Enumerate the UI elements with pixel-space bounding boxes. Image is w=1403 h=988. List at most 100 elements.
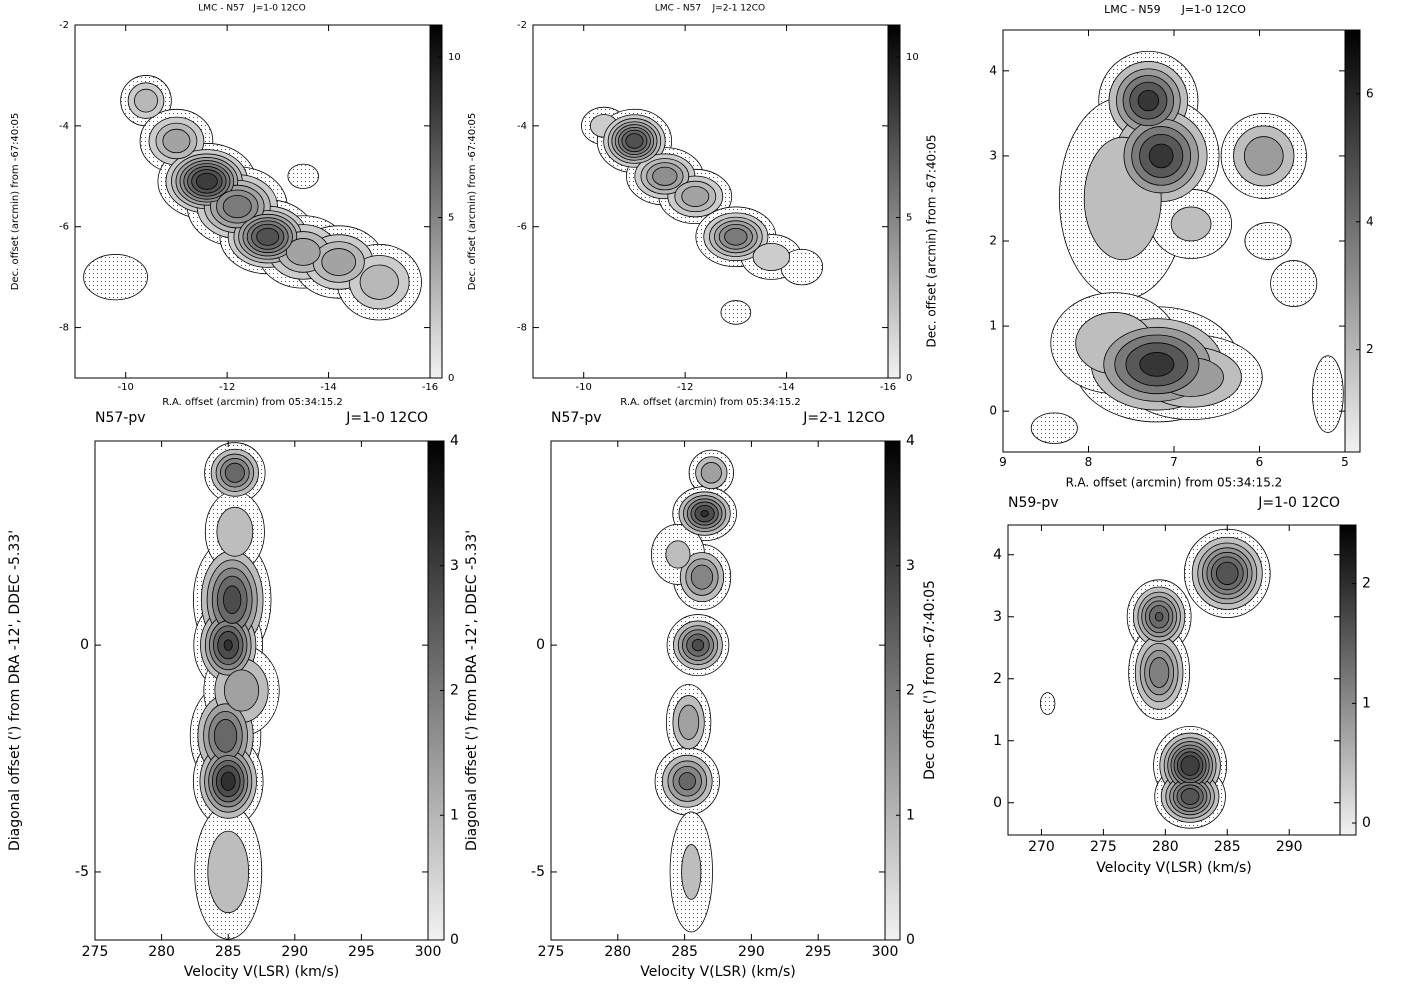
- chart-subtitle: J=1-0 12CO: [1257, 495, 1340, 511]
- y-axis-label: Dec. offset (arcmin) from -67:40:05: [925, 134, 939, 347]
- cbar-tick-label: 2: [906, 683, 915, 699]
- x-tick-label: 8: [1085, 455, 1093, 469]
- contour: [690, 564, 714, 590]
- contour: [652, 166, 678, 186]
- y-tick-label: 0: [993, 795, 1002, 811]
- cbar-tick-label: 4: [1366, 214, 1374, 228]
- contour: [720, 300, 752, 325]
- x-tick-label: -14: [778, 382, 794, 393]
- x-tick-label: -16: [422, 382, 438, 393]
- chart-title: N57-pv: [551, 410, 602, 426]
- cbar-tick-label: 3: [906, 558, 915, 574]
- contour: [678, 704, 700, 740]
- x-axis-label: Velocity V(LSR) (km/s): [184, 964, 339, 980]
- chart-title: LMC - N57 J=2-1 12CO: [655, 4, 765, 14]
- chart-title: N59-pv: [1008, 495, 1059, 511]
- x-tick-label: 290: [1276, 839, 1303, 855]
- contour: [1154, 611, 1164, 622]
- contour: [1244, 222, 1292, 260]
- plot-area: [83, 75, 422, 321]
- x-tick-label: -12: [219, 382, 235, 393]
- x-tick-label: 290: [738, 944, 765, 960]
- chart-subtitle: J=1-0 12CO: [345, 410, 428, 426]
- x-tick-label: -14: [320, 382, 336, 393]
- cbar-tick-label: 2: [450, 683, 459, 699]
- colorbar: [887, 24, 901, 379]
- contour: [1312, 355, 1344, 433]
- y-tick-label: 0: [989, 404, 997, 418]
- contour: [1030, 412, 1078, 444]
- contour: [285, 238, 321, 266]
- contour: [1180, 788, 1200, 805]
- x-tick-label: 300: [872, 944, 899, 960]
- contour: [1039, 692, 1056, 715]
- y-tick-label: -4: [59, 121, 69, 132]
- cbar-tick-label: 0: [906, 373, 912, 384]
- y-axis-label: Diagonal offset (') from DRA -12', DDEC …: [464, 530, 480, 851]
- plot-area: [581, 106, 824, 325]
- y-tick-label: 2: [993, 671, 1002, 687]
- x-tick-label: -10: [118, 382, 134, 393]
- contour: [691, 639, 705, 652]
- cbar-tick-label: 4: [906, 433, 915, 449]
- x-tick-label: 285: [1214, 839, 1241, 855]
- x-axis-label: Velocity V(LSR) (km/s): [640, 964, 795, 980]
- contour: [83, 254, 148, 301]
- y-tick-label: -8: [517, 323, 527, 334]
- y-tick-label: 2: [989, 234, 997, 248]
- contour: [724, 227, 748, 246]
- x-tick-label: 280: [1152, 839, 1179, 855]
- contour: [700, 509, 709, 518]
- contour: [195, 172, 218, 190]
- x-tick-label: 270: [1028, 839, 1055, 855]
- contour: [1137, 90, 1160, 112]
- contour: [1270, 260, 1318, 307]
- chart-subtitle: J=2-1 12CO: [802, 410, 885, 426]
- y-axis-label: Dec. offset (arcmin) from -67:40:05: [467, 113, 478, 291]
- cbar-tick-label: 1: [450, 807, 459, 823]
- chart-title: N57-pv: [95, 410, 146, 426]
- x-axis-label: Velocity V(LSR) (km/s): [1096, 860, 1251, 876]
- colorbar: [1339, 524, 1357, 836]
- plot-area: [1039, 528, 1271, 829]
- cbar-tick-label: 0: [450, 932, 459, 948]
- x-axis-label: R.A. offset (arcmin) from 05:34:15.2: [620, 397, 801, 408]
- contour: [207, 830, 249, 914]
- y-tick-label: 3: [993, 609, 1002, 625]
- contour: [223, 669, 260, 712]
- contour: [216, 506, 254, 557]
- contour: [224, 462, 245, 483]
- chart-title: LMC - N59 J=1-0 12CO: [1104, 3, 1246, 16]
- x-tick-label: 7: [1170, 455, 1178, 469]
- x-tick-label: -16: [880, 382, 896, 393]
- contour: [287, 163, 319, 189]
- cbar-tick-label: 0: [1362, 815, 1371, 831]
- y-tick-label: -4: [517, 121, 527, 132]
- y-tick-label: 3: [989, 148, 997, 162]
- chart-title: LMC - N57 J=1-0 12CO: [198, 4, 305, 14]
- cbar-tick-label: 1: [906, 807, 915, 823]
- cbar-tick-label: 4: [450, 433, 459, 449]
- contour: [681, 185, 710, 207]
- contour: [162, 128, 191, 154]
- x-tick-label: 295: [805, 944, 832, 960]
- x-tick-label: 285: [215, 944, 242, 960]
- cbar-tick-label: 3: [450, 558, 459, 574]
- y-tick-label: -5: [531, 864, 545, 880]
- cbar-tick-label: 0: [448, 373, 454, 384]
- y-tick-label: -2: [517, 20, 527, 31]
- cbar-tick-label: 5: [448, 213, 454, 224]
- x-tick-label: 300: [415, 944, 442, 960]
- contour: [1139, 352, 1175, 377]
- y-axis-label: Dec offset (') from -67:40:05: [922, 580, 938, 780]
- x-tick-label: -10: [576, 382, 592, 393]
- x-axis-label: R.A. offset (arcmin) from 05:34:15.2: [162, 397, 343, 408]
- contour: [1243, 136, 1284, 176]
- y-tick-label: -2: [59, 20, 69, 31]
- y-tick-label: 0: [536, 637, 545, 653]
- cbar-tick-label: 5: [906, 213, 912, 224]
- colorbar: [1344, 29, 1361, 453]
- contour: [1149, 657, 1170, 688]
- x-tick-label: 290: [281, 944, 308, 960]
